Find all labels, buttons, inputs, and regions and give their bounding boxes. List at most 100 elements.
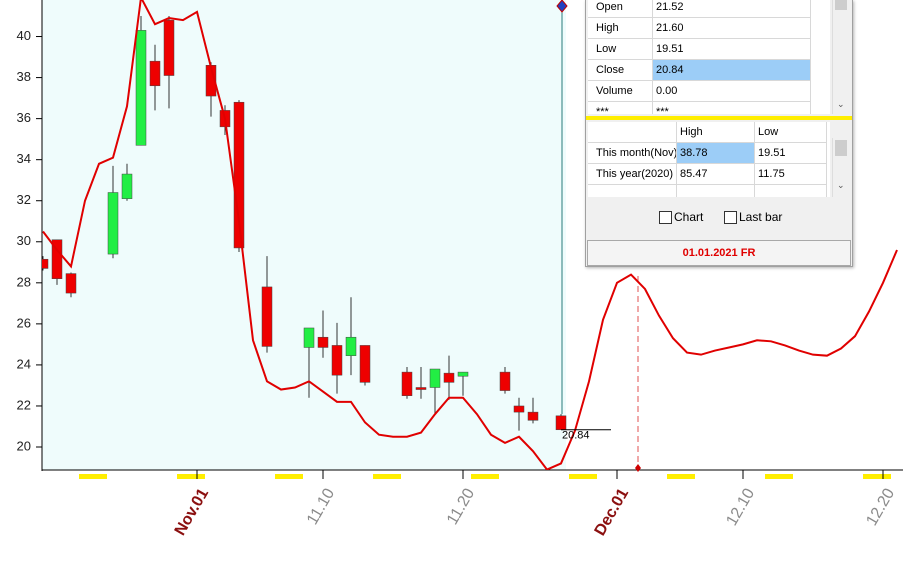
info-panel: Open 21.52 High 21.60 Low 19.51 Close 20.84 Volu… xyxy=(585,0,853,267)
candle-body xyxy=(513,405,525,413)
weekend-markers xyxy=(79,474,891,479)
candle-body xyxy=(121,173,133,199)
divider xyxy=(586,116,852,120)
col-line xyxy=(652,0,653,114)
candle-body xyxy=(527,411,539,421)
y-tick-label: 38 xyxy=(17,69,31,84)
weekend xyxy=(177,474,205,479)
candle-body xyxy=(555,415,567,431)
cursor-shade xyxy=(42,0,566,470)
quote-label: Low xyxy=(596,43,617,55)
row-line xyxy=(588,142,826,143)
checkbox-label[interactable]: Last bar xyxy=(739,210,783,224)
row-line xyxy=(588,38,810,39)
weekend xyxy=(667,474,695,479)
range-label: This year(2020) xyxy=(596,168,674,180)
col-line xyxy=(826,122,827,197)
checkbox-label[interactable]: Chart xyxy=(674,210,704,224)
quote-label: *** xyxy=(596,106,609,118)
x-tick-label: 12.10 xyxy=(723,486,758,529)
quote-label: Volume xyxy=(596,85,633,97)
col-line xyxy=(676,122,677,197)
row-line xyxy=(588,184,826,185)
range-value: 11.75 xyxy=(758,168,785,180)
row-line xyxy=(588,17,810,18)
range-header: High xyxy=(680,126,703,138)
x-tick-label: 11.10 xyxy=(304,486,338,528)
candle-body xyxy=(359,345,371,383)
scrollbar[interactable]: ⌄ xyxy=(832,138,849,197)
indicator-line xyxy=(42,0,898,470)
candle-body xyxy=(149,60,161,87)
range-value: 19.51 xyxy=(758,147,786,159)
range-value: 85.47 xyxy=(680,168,708,180)
candle-body xyxy=(107,192,119,255)
quote-label: Close xyxy=(596,64,625,76)
y-tick-label: 20 xyxy=(17,438,31,453)
row-line xyxy=(588,101,810,102)
quote-label: High xyxy=(596,22,619,34)
weekend xyxy=(765,474,793,479)
y-tick-label: 40 xyxy=(17,28,31,43)
scrollbar[interactable]: ⌄ xyxy=(832,0,849,114)
y-tick-label: 32 xyxy=(17,192,31,207)
checkbox[interactable] xyxy=(659,211,672,224)
weekend xyxy=(373,474,401,479)
candle-body xyxy=(163,19,175,76)
panel-footer: 01.01.2021 FR xyxy=(587,240,851,266)
candle-body xyxy=(499,371,511,391)
quote-label: Open xyxy=(596,1,623,13)
candle-body xyxy=(135,30,147,146)
range-value: 38.78 xyxy=(676,143,754,163)
candle-body xyxy=(233,101,245,249)
row-line xyxy=(588,163,826,164)
candle-body xyxy=(261,286,273,347)
y-tick-label: 34 xyxy=(17,151,31,166)
y-tick-label: 30 xyxy=(17,233,31,248)
checkbox[interactable] xyxy=(724,211,737,224)
weekend xyxy=(79,474,107,479)
candle-body xyxy=(429,368,441,388)
range-label: This month(Nov) xyxy=(596,147,676,159)
quote-value: *** xyxy=(656,106,669,118)
quote-table: Open 21.52 High 21.60 Low 19.51 Close 20.84 Volu… xyxy=(588,0,830,123)
x-tick-label: Dec.01 xyxy=(592,486,633,539)
y-tick-label: 36 xyxy=(17,110,31,125)
weekend xyxy=(863,474,891,479)
range-header: Low xyxy=(758,126,779,138)
x-tick-label: Nov.01 xyxy=(172,486,212,539)
candle-body xyxy=(415,387,427,390)
last-close-label: 20.84 xyxy=(562,430,590,442)
quote-value: 0.00 xyxy=(656,85,678,97)
weekend xyxy=(471,474,499,479)
weekend xyxy=(569,474,597,479)
y-tick-label: 26 xyxy=(17,315,31,330)
candle-body xyxy=(303,327,315,348)
plot xyxy=(42,0,898,470)
candle-body xyxy=(51,239,63,279)
col-line xyxy=(754,122,755,197)
quote-value: 19.51 xyxy=(656,43,684,55)
row-line xyxy=(588,59,810,60)
quote-value: 21.60 xyxy=(656,22,684,34)
col-line xyxy=(810,0,811,114)
row-line xyxy=(588,80,810,81)
candle-body xyxy=(401,371,413,396)
cursor-marker xyxy=(556,0,568,13)
y-tick-label: 24 xyxy=(17,356,31,371)
x-tick-label: 11.20 xyxy=(444,486,478,528)
candle-body xyxy=(317,336,329,348)
quote-value: 21.52 xyxy=(656,1,684,13)
candle-body xyxy=(345,336,357,356)
y-tick-label: 22 xyxy=(17,397,31,412)
candle-body xyxy=(65,273,77,294)
quote-value: 20.84 xyxy=(652,60,810,80)
range-table: High Low This month(Nov) 38.78 19.51 This yea… xyxy=(588,122,830,197)
candle-body xyxy=(331,345,343,376)
projection-marker xyxy=(635,464,641,472)
candle-body xyxy=(42,258,49,269)
candle-body xyxy=(443,372,455,383)
candle-body xyxy=(457,371,469,377)
